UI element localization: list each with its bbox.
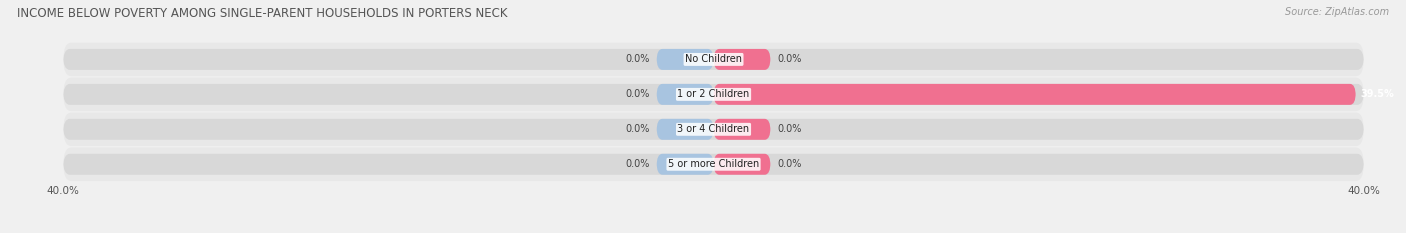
FancyBboxPatch shape — [657, 119, 713, 140]
Text: 1 or 2 Children: 1 or 2 Children — [678, 89, 749, 99]
Text: No Children: No Children — [685, 55, 742, 64]
Text: 0.0%: 0.0% — [778, 124, 801, 134]
Text: 0.0%: 0.0% — [626, 124, 650, 134]
Text: INCOME BELOW POVERTY AMONG SINGLE-PARENT HOUSEHOLDS IN PORTERS NECK: INCOME BELOW POVERTY AMONG SINGLE-PARENT… — [17, 7, 508, 20]
FancyBboxPatch shape — [63, 49, 1364, 70]
Text: Source: ZipAtlas.com: Source: ZipAtlas.com — [1285, 7, 1389, 17]
Text: 0.0%: 0.0% — [626, 159, 650, 169]
FancyBboxPatch shape — [657, 154, 713, 175]
FancyBboxPatch shape — [713, 84, 1355, 105]
FancyBboxPatch shape — [63, 84, 1364, 105]
Text: 0.0%: 0.0% — [626, 55, 650, 64]
FancyBboxPatch shape — [63, 147, 1364, 181]
Text: 5 or more Children: 5 or more Children — [668, 159, 759, 169]
Text: 0.0%: 0.0% — [778, 55, 801, 64]
FancyBboxPatch shape — [63, 43, 1364, 76]
FancyBboxPatch shape — [657, 49, 713, 70]
Text: 0.0%: 0.0% — [626, 89, 650, 99]
FancyBboxPatch shape — [657, 84, 713, 105]
Text: 0.0%: 0.0% — [778, 159, 801, 169]
FancyBboxPatch shape — [713, 49, 770, 70]
FancyBboxPatch shape — [63, 154, 1364, 175]
Text: 39.5%: 39.5% — [1361, 89, 1395, 99]
FancyBboxPatch shape — [63, 113, 1364, 146]
FancyBboxPatch shape — [63, 78, 1364, 111]
FancyBboxPatch shape — [713, 154, 770, 175]
Text: 3 or 4 Children: 3 or 4 Children — [678, 124, 749, 134]
FancyBboxPatch shape — [63, 119, 1364, 140]
FancyBboxPatch shape — [713, 119, 770, 140]
